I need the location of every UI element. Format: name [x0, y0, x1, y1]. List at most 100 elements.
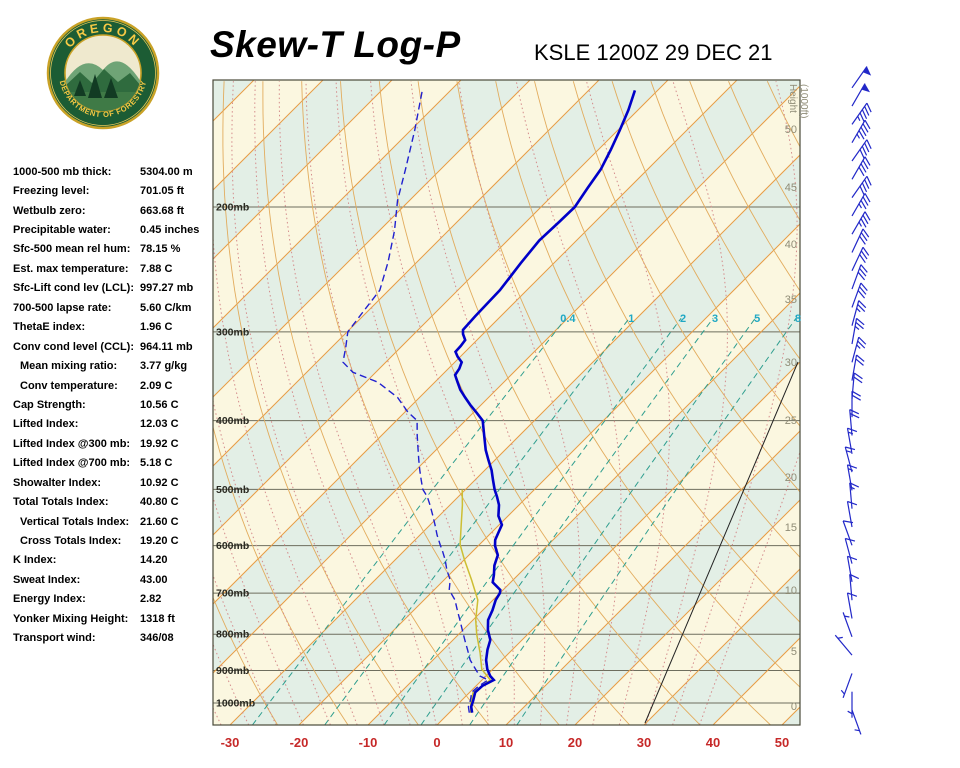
mixing-ratio-labels: 0.4 1 2 3 5 8 [560, 313, 801, 325]
temperature-curve [453, 89, 637, 713]
logo-tree-icon [74, 80, 86, 96]
isotherm-bands [213, 80, 800, 725]
pressure-label: 600mb [216, 540, 249, 552]
stat-row: K Index: 14.20 [13, 551, 219, 570]
stat-label: K Index: [13, 554, 57, 567]
logo-tree-icon [88, 74, 102, 98]
stat-label: Conv temperature: [20, 379, 118, 392]
height-scale: 0 5 10 15 20 25 30 35 40 45 50 Height (1000ft) [785, 84, 809, 713]
pressure-label: 400mb [216, 415, 249, 427]
moist-adiabats [213, 81, 800, 725]
mixing-ratio-label: 5 [754, 313, 760, 325]
pressure-label: 200mb [216, 201, 249, 213]
pressure-label: 500mb [216, 484, 249, 496]
mixing-ratio-lines [252, 317, 797, 725]
stat-value: 19.20 C [140, 535, 179, 548]
temp-tick-label: 0 [433, 735, 440, 750]
stat-value: 14.20 [140, 554, 168, 567]
height-tick-label: 50 [785, 124, 797, 136]
stat-label: Sfc-500 mean rel hum: [13, 243, 131, 256]
stat-label: Sweat Index: [13, 573, 81, 586]
stat-value: 19.92 C [140, 437, 179, 450]
stat-value: 43.00 [140, 573, 168, 586]
pressure-label: 300mb [216, 326, 249, 338]
stat-value: 3.77 g/kg [140, 360, 188, 373]
height-tick-label: 25 [785, 415, 797, 427]
pressure-label: 1000mb [216, 698, 255, 710]
stat-label: Yonker Mixing Height: [13, 612, 129, 625]
stat-value: 5304.00 m [140, 165, 193, 178]
height-tick-label: 10 [785, 585, 797, 597]
stats-panel: 1000-500 mb thick: 5304.00 m Freezing leve… [13, 162, 219, 648]
stat-row: Lifted Index @700 mb: 5.18 C [13, 454, 219, 473]
stat-value: 21.60 C [140, 515, 179, 528]
stat-value: 1318 ft [140, 612, 175, 625]
stat-row: Transport wind: 346/08 [13, 629, 219, 648]
mixing-ratio-label: 8 [795, 313, 801, 325]
stat-value: 5.18 C [140, 457, 173, 470]
stat-value: 997.27 mb [140, 282, 194, 295]
stat-value: 0.45 inches [140, 224, 200, 237]
stat-row: Wetbulb zero: 663.68 ft [13, 201, 219, 220]
height-tick-label: 5 [791, 646, 797, 658]
mixing-ratio-label: 1 [628, 313, 634, 325]
logo-scene [65, 61, 141, 111]
logo-inner-ring [50, 20, 156, 126]
stat-row: Precipitable water: 0.45 inches [13, 220, 219, 239]
stat-value: 346/08 [140, 632, 174, 645]
height-tick-label: 40 [785, 239, 797, 251]
stat-label: Showalter Index: [13, 476, 102, 489]
stat-value: 663.68 ft [140, 204, 185, 217]
stat-row: Yonker Mixing Height: 1318 ft [13, 609, 219, 628]
dewpoint-curve [342, 90, 490, 713]
stat-value: 1.96 C [140, 321, 173, 334]
height-axis-title-units: (1000ft) [798, 84, 809, 118]
stat-value: 2.82 [140, 593, 162, 606]
stat-label: Est. max temperature: [13, 262, 129, 275]
stat-value: 964.11 mb [140, 340, 193, 353]
stat-row: Energy Index: 2.82 [13, 590, 219, 609]
temp-tick-label: 50 [775, 735, 789, 750]
stat-row: 1000-500 mb thick: 5304.00 m [13, 162, 219, 181]
stat-label: Wetbulb zero: [13, 204, 86, 217]
stat-value: 2.09 C [140, 379, 173, 392]
stat-row: Conv cond level (CCL): 964.11 mb [13, 337, 219, 356]
temp-tick-label: -10 [359, 735, 378, 750]
stat-row: Est. max temperature: 7.88 C [13, 259, 219, 278]
stat-label: ThetaE index: [13, 321, 86, 334]
isobar-lines [213, 206, 800, 704]
stat-row: Mean mixing ratio: 3.77 g/kg [13, 356, 219, 375]
stat-row: Total Totals Index: 40.80 C [13, 492, 219, 511]
stat-label: Conv cond level (CCL): [13, 340, 135, 353]
mixing-ratio-label: 2 [680, 313, 686, 325]
height-tick-label: 45 [785, 182, 797, 194]
stat-label: Energy Index: [13, 593, 86, 606]
stat-label: Mean mixing ratio: [20, 360, 118, 373]
stat-value: 40.80 C [140, 496, 179, 509]
stat-label: Precipitable water: [13, 224, 111, 237]
stat-value: 5.60 C/km [140, 301, 192, 314]
temp-tick-label: -30 [221, 735, 240, 750]
stat-label: 1000-500 mb thick: [13, 165, 112, 178]
pressure-label: 800mb [216, 629, 249, 641]
plot-area [213, 80, 800, 725]
height-tick-label: 30 [785, 357, 797, 369]
stat-label: Lifted Index: [13, 418, 79, 431]
odf-logo: OREGON DEPARTMENT OF FORESTRY [46, 16, 160, 130]
page-title: Skew-T Log-P [210, 24, 461, 65]
station-time-label: KSLE 1200Z 29 DEC 21 [534, 40, 773, 65]
stat-value: 10.56 C [140, 398, 179, 411]
stat-value: 701.05 ft [140, 185, 185, 198]
stat-row: Lifted Index: 12.03 C [13, 415, 219, 434]
stat-row: ThetaE index: 1.96 C [13, 318, 219, 337]
pressure-label: 900mb [216, 665, 249, 677]
stat-label: Cross Totals Index: [20, 535, 122, 548]
stat-value: 7.88 C [140, 262, 173, 275]
logo-tree-icon [104, 78, 118, 98]
temp-tick-label: 40 [706, 735, 720, 750]
height-tick-label: 20 [785, 472, 797, 484]
stat-label: 700-500 lapse rate: [13, 301, 112, 314]
stat-row: Showalter Index: 10.92 C [13, 473, 219, 492]
